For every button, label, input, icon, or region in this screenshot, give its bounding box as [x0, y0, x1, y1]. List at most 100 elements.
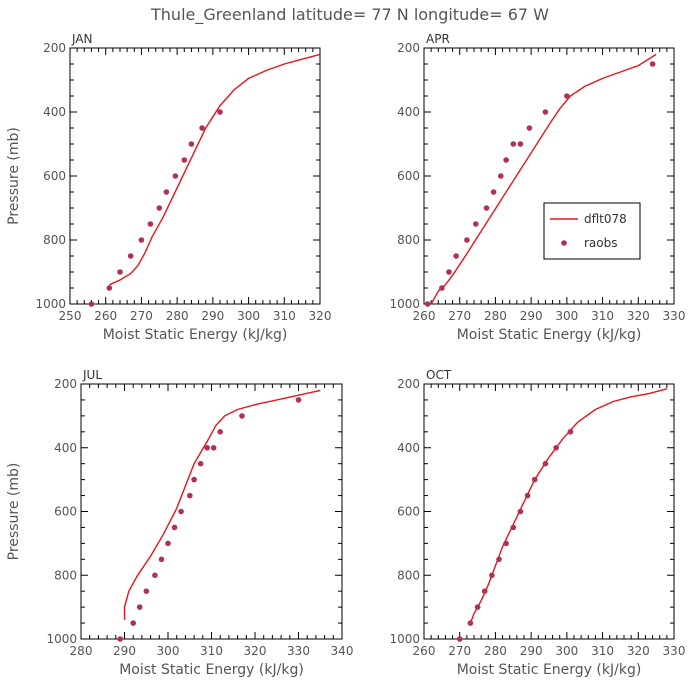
- data-point-raobs: [498, 173, 504, 179]
- x-tick-label: 290: [520, 644, 543, 658]
- legend-marker-swatch: [561, 240, 567, 246]
- y-tick-label: 800: [397, 233, 420, 247]
- y-tick-label: 600: [397, 169, 420, 183]
- data-point-raobs: [188, 141, 195, 147]
- y-tick-label: 1000: [389, 632, 420, 646]
- data-point-raobs: [163, 189, 170, 195]
- x-tick-label: 300: [555, 644, 578, 658]
- panel-title: JUL: [82, 368, 102, 382]
- x-axis-label: Moist Static Energy (kJ/kg): [457, 327, 642, 343]
- x-tick-label: 310: [200, 644, 223, 658]
- panel-title: APR: [426, 32, 450, 46]
- y-tick-label: 200: [43, 41, 66, 55]
- data-point-raobs: [204, 445, 210, 451]
- x-tick-label: 310: [273, 309, 296, 323]
- x-tick-label: 280: [166, 309, 189, 323]
- data-point-raobs: [165, 540, 171, 547]
- x-tick-label: 330: [663, 309, 686, 323]
- y-axis-label: Pressure (mb): [6, 127, 22, 225]
- data-point-raobs: [158, 556, 165, 563]
- data-point-raobs: [217, 109, 223, 115]
- data-point-raobs: [531, 476, 538, 483]
- data-point-raobs: [649, 61, 656, 67]
- data-point-raobs: [117, 636, 123, 642]
- x-tick-label: 300: [555, 309, 578, 323]
- x-tick-label: 330: [287, 644, 310, 658]
- data-point-raobs: [473, 221, 479, 227]
- data-point-raobs: [210, 445, 217, 451]
- x-tick-label: 250: [59, 309, 82, 323]
- data-point-raobs: [496, 556, 502, 563]
- x-tick-label: 330: [663, 644, 686, 658]
- data-point-raobs: [171, 524, 178, 531]
- y-tick-label: 400: [397, 105, 420, 119]
- x-tick-label: 290: [201, 309, 224, 323]
- data-point-raobs: [453, 253, 459, 259]
- data-point-raobs: [517, 141, 524, 147]
- data-point-raobs: [489, 572, 495, 579]
- series-line-dflt078: [430, 53, 657, 305]
- data-point-raobs: [526, 125, 533, 131]
- data-point-raobs: [503, 540, 509, 547]
- y-tick-label: 800: [397, 568, 420, 582]
- plot-frame: [423, 47, 675, 305]
- data-point-raobs: [510, 524, 517, 531]
- x-tick-label: 260: [413, 309, 436, 323]
- y-axis-label: Pressure (mb): [6, 463, 22, 561]
- y-tick-label: 600: [397, 505, 420, 519]
- y-tick-label: 400: [397, 441, 420, 455]
- plot-frame: [80, 383, 343, 640]
- y-tick-label: 800: [43, 233, 66, 247]
- legend-box: [543, 202, 641, 260]
- x-tick-label: 260: [413, 644, 436, 658]
- data-point-raobs: [156, 205, 163, 211]
- x-tick-label: 300: [157, 644, 180, 658]
- y-tick-label: 400: [43, 105, 66, 119]
- data-point-raobs: [217, 429, 223, 435]
- plot-frame: [423, 383, 675, 640]
- y-tick-label: 800: [54, 568, 77, 582]
- data-point-raobs: [117, 269, 123, 275]
- data-point-raobs: [143, 588, 150, 594]
- data-point-raobs: [542, 109, 549, 115]
- x-axis-label: Moist Static Energy (kJ/kg): [103, 327, 288, 343]
- series-line-dflt078: [123, 389, 321, 620]
- x-tick-label: 290: [520, 309, 543, 323]
- data-point-raobs: [524, 492, 531, 499]
- data-point-raobs: [456, 636, 463, 642]
- x-tick-label: 270: [448, 644, 471, 658]
- figure-title: Thule_Greenland latitude= 77 N longitude…: [150, 5, 549, 25]
- data-point-raobs: [490, 189, 497, 195]
- x-tick-label: 320: [244, 644, 267, 658]
- x-tick-label: 320: [309, 309, 332, 323]
- x-tick-label: 290: [113, 644, 136, 658]
- data-point-raobs: [542, 460, 549, 467]
- panel-title: JAN: [71, 32, 93, 46]
- data-point-raobs: [446, 269, 452, 275]
- y-tick-label: 1000: [389, 297, 420, 311]
- x-tick-label: 280: [484, 309, 507, 323]
- data-point-raobs: [503, 157, 509, 163]
- panel-oct: 260 270 280 290 300 310 320 330 200 400 600 800 1000…: [389, 368, 685, 678]
- x-tick-label: 340: [331, 644, 354, 658]
- data-point-raobs: [239, 413, 245, 419]
- y-tick-label: 200: [397, 377, 420, 391]
- y-tick-label: 200: [397, 41, 420, 55]
- data-point-raobs: [136, 604, 143, 610]
- legend-label-model: dflt078: [584, 212, 627, 226]
- data-point-raobs: [187, 492, 193, 499]
- x-axis-label: Moist Static Energy (kJ/kg): [119, 662, 304, 678]
- data-point-raobs: [483, 205, 490, 211]
- x-tick-label: 270: [130, 309, 153, 323]
- data-point-raobs: [181, 157, 188, 163]
- data-point-raobs: [517, 508, 524, 515]
- data-point-raobs: [106, 285, 113, 291]
- data-point-raobs: [553, 445, 559, 451]
- x-tick-label: 300: [237, 309, 260, 323]
- data-point-raobs: [138, 237, 145, 243]
- data-point-raobs: [464, 237, 470, 243]
- x-tick-label: 260: [94, 309, 117, 323]
- data-point-raobs: [127, 253, 134, 259]
- y-tick-label: 200: [54, 377, 77, 391]
